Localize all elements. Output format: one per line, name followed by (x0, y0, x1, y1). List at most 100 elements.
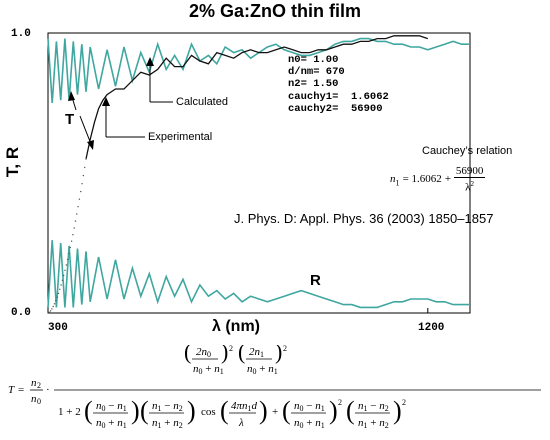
param-line: d/nm= 670 (288, 66, 345, 79)
series-R-line (47, 240, 470, 309)
experimental-dot (66, 258, 69, 261)
svg-text:): ) (187, 396, 196, 425)
y-tick-label: 1.0 (11, 28, 31, 40)
svg-text:n0 + n1: n0 + n1 (247, 363, 278, 376)
param-line: cauchy2= 56900 (288, 102, 383, 115)
svg-text:): ) (221, 345, 228, 364)
T-arrow-2 (79, 115, 92, 145)
svg-text:4πn1d: 4πn1d (231, 400, 258, 413)
calculated-arrowhead (146, 57, 154, 66)
experimental-dot (68, 252, 70, 255)
svg-text:2n0: 2n0 (196, 346, 211, 359)
cauchy-den-exp: 2 (470, 180, 474, 188)
experimental-dot (78, 198, 81, 200)
svg-text:(: ( (140, 396, 149, 425)
experimental-dot (52, 305, 54, 308)
experimental-dot (56, 296, 58, 298)
experimental-dot (61, 279, 64, 281)
svg-text:): ) (131, 396, 140, 425)
y-tick-label: 0.0 (11, 307, 31, 319)
formula-graphic: T = n 2 n 0 · ( 2n0 n0 + n1 ) 2 ( 2n1 n0… (8, 339, 541, 430)
experimental-line (85, 35, 429, 160)
experimental-dot (69, 246, 72, 249)
formula-n2-sub: 2 (37, 381, 41, 390)
svg-text:2: 2 (283, 345, 287, 353)
x-tick-label: 1200 (418, 322, 445, 334)
experimental-dot (55, 299, 57, 302)
model-parameters: n0= 1.00 d/nm= 670 n2= 1.50 cauchy1= 1.6062… (288, 54, 389, 115)
formula-n0-sub: 0 (37, 397, 41, 406)
svg-text:+: + (272, 406, 278, 418)
cauchy-equation: n1 = 1.6062 + 56900 λ2 (390, 165, 486, 194)
experimental-dot (65, 264, 68, 266)
param-line: n2= 1.50 (288, 78, 339, 91)
cauchy-title: Cauchey’s relation (422, 145, 513, 157)
svg-text:n1 − n2: n1 − n2 (152, 400, 183, 413)
experimental-dot (70, 240, 73, 242)
experimental-dot (49, 310, 52, 312)
svg-text:n0 + n1: n0 + n1 (96, 417, 127, 430)
svg-text:(: ( (282, 396, 291, 425)
svg-text:1 + 2: 1 + 2 (58, 406, 81, 418)
experimental-dot (64, 269, 66, 271)
svg-text:(: ( (84, 396, 93, 425)
experimental-dots (47, 158, 87, 314)
chart-title: 2% Ga:ZnO thin film (188, 1, 361, 21)
x-tick-label: 300 (48, 322, 68, 334)
experimental-dot (81, 183, 83, 185)
svg-text:cos: cos (201, 406, 216, 418)
experimental-dot (47, 312, 49, 314)
experimental-dot (77, 206, 79, 208)
svg-text:): ) (329, 396, 338, 425)
experimental-dot (74, 220, 77, 222)
formula-n2: n (31, 377, 37, 389)
svg-text:n1 − n2: n1 − n2 (358, 400, 389, 413)
svg-text:·: · (46, 384, 50, 396)
svg-text:): ) (259, 396, 268, 425)
cauchy-const: 1.6062 (411, 173, 442, 186)
experimental-label: Experimental (148, 131, 213, 143)
experimental-dot (48, 311, 50, 313)
param-line: n0= 1.00 (288, 54, 339, 66)
transmittance-formula: T = n 2 n 0 · ( 2n0 n0 + n1 ) 2 ( 2n1 n0… (6, 339, 544, 435)
svg-text:(: ( (220, 396, 229, 425)
param-line: cauchy1= 1.6062 (288, 90, 389, 103)
svg-text:n0 − n1: n0 − n1 (96, 400, 127, 413)
svg-text:(: ( (238, 345, 245, 364)
svg-text:n0 + n1: n0 + n1 (294, 417, 325, 430)
T-arrowhead-1 (68, 91, 75, 101)
svg-text:=: = (18, 384, 24, 396)
svg-text:λ: λ (238, 417, 244, 429)
experimental-dot (82, 174, 85, 177)
series-T-line (47, 37, 470, 104)
experimental-dot (63, 274, 65, 277)
cauchy-den: λ (465, 181, 471, 194)
svg-text:(: ( (184, 345, 191, 364)
series-R-label: R (310, 272, 321, 289)
svg-text:(: ( (346, 396, 355, 425)
svg-text:2: 2 (338, 398, 342, 407)
citation: J. Phys. D: Appl. Phys. 36 (2003) 1850–1… (234, 211, 494, 226)
experimental-dot (80, 190, 82, 193)
T-arrowhead-2 (87, 140, 94, 150)
plot-frame (47, 32, 471, 314)
experimental-dot (59, 288, 61, 290)
experimental-dot (85, 158, 87, 160)
experimental-dot (72, 234, 74, 236)
cauchy-num: 56900 (453, 165, 486, 178)
cauchy-lhs: n (390, 173, 396, 186)
cauchy-fraction: 56900 λ2 (453, 165, 486, 194)
experimental-dot (76, 213, 78, 215)
svg-text:n0 + n1: n0 + n1 (193, 363, 224, 376)
experimental-arrowhead (102, 97, 110, 106)
svg-text:n1 + n2: n1 + n2 (358, 417, 389, 430)
experimental-dot (53, 303, 56, 305)
experimental-dot (57, 292, 60, 295)
experimental-dot (84, 166, 86, 169)
svg-text:n1 + n2: n1 + n2 (152, 417, 183, 430)
cauchy-sub: 1 (395, 178, 400, 188)
series-T-label: T (65, 111, 75, 128)
x-axis-label: λ (nm) (212, 318, 260, 335)
experimental-dot (51, 308, 53, 310)
experimental-dot (73, 227, 75, 229)
